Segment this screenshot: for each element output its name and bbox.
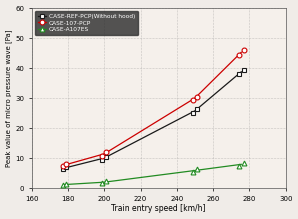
Legend: CASE-REF-PCP(Without hood), CASE-107-PCP, CASE-A107ES: CASE-REF-PCP(Without hood), CASE-107-PCP… [35, 11, 138, 35]
Y-axis label: Peak value of micro pressure wave [Pa]: Peak value of micro pressure wave [Pa] [6, 29, 12, 167]
X-axis label: Train entry speed [km/h]: Train entry speed [km/h] [111, 205, 206, 214]
